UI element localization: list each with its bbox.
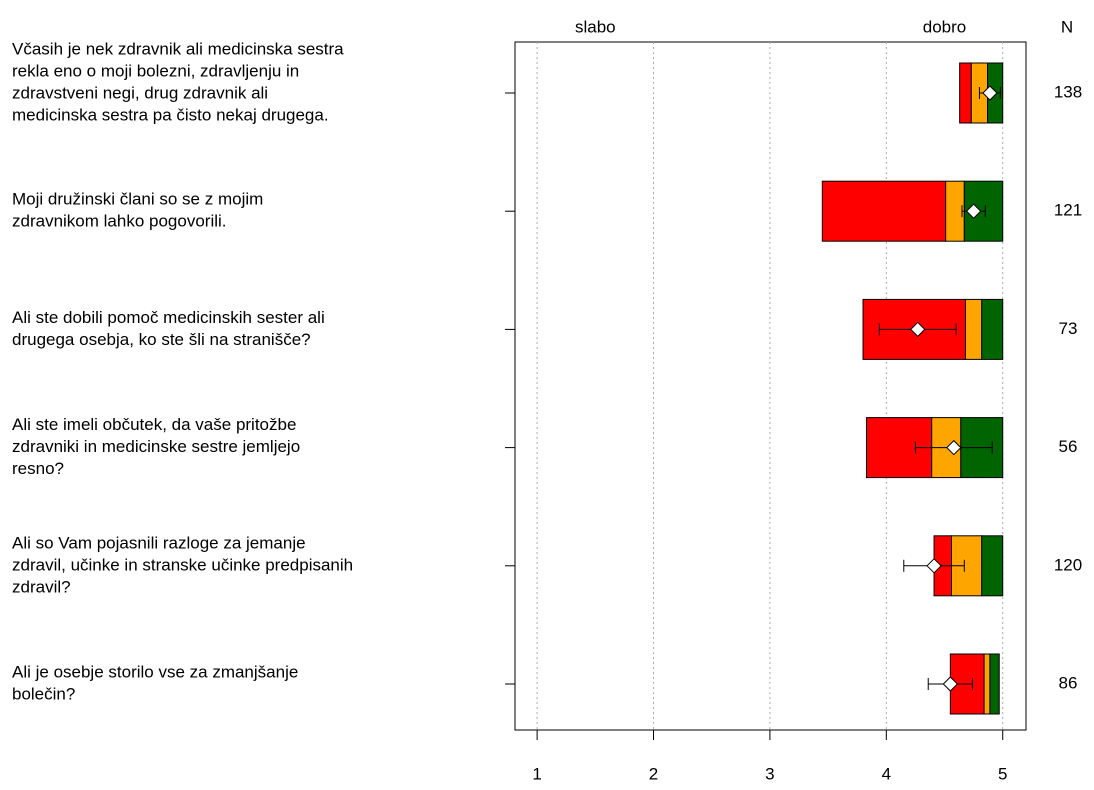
mean-marker [926, 558, 942, 574]
y-tick-label: zdravil, učinke in stranske učinke predp… [12, 555, 353, 574]
y-tick-label: zdravniki in medicinske sestre jemljejo [12, 437, 300, 456]
y-tick-label: Moji družinski člani so se z mojim [12, 190, 263, 209]
y-tick-label: zdravnikom lahko pogovorili. [12, 212, 227, 231]
x-tick-label: 2 [649, 764, 658, 783]
y-tick-label: medicinska sestra pa čisto nekaj drugega… [12, 105, 329, 124]
plot-frame [514, 41, 1027, 731]
y-tick-label: bolečin? [12, 684, 75, 703]
n-value: 120 [1054, 555, 1082, 574]
n-value: 73 [1059, 319, 1078, 338]
bar-segment [989, 653, 1000, 715]
y-tick-label: Ali ste dobili pomoč medicinskih sester … [12, 308, 325, 327]
y-tick-label: rekla eno o moji bolezni, zdravljenju in [12, 61, 299, 80]
annotation: dobro [923, 17, 966, 36]
annotation: slabo [575, 17, 616, 36]
n-value: 86 [1059, 673, 1078, 692]
y-tick-label: resno? [12, 459, 64, 478]
bar-segment [959, 62, 972, 124]
mean-marker [982, 85, 998, 101]
n-value: 121 [1054, 201, 1082, 220]
bar-segment [981, 298, 1004, 360]
n-value: 138 [1054, 82, 1082, 101]
y-tick-label: Ali je osebje storilo vse za zmanjšanje [12, 662, 298, 681]
x-tick-label: 4 [882, 764, 891, 783]
y-tick-label: drugega osebja, ko ste šli na stranišče? [12, 330, 311, 349]
n-header: N [1061, 17, 1073, 36]
y-tick-label: zdravil? [12, 577, 71, 596]
y-tick-label: Ali so Vam pojasnili razloge za jemanje [12, 533, 306, 552]
bar-segment [821, 180, 947, 242]
mean-marker [942, 676, 959, 692]
mean-marker [910, 321, 926, 338]
x-tick-label: 3 [765, 764, 774, 783]
n-value: 56 [1059, 437, 1078, 456]
mean-marker [946, 439, 962, 456]
bar-segment [981, 535, 1004, 597]
mean-marker [965, 203, 982, 219]
x-tick-label: 1 [532, 764, 541, 783]
y-tick-label: zdravstveni negi, drug zdravnik ali [12, 83, 268, 102]
x-tick-label: 5 [998, 764, 1007, 783]
bar-segment [964, 298, 983, 360]
y-tick-label: Včasih je nek zdravnik ali medicinska se… [12, 39, 344, 58]
y-tick-label: Ali ste imeli občutek, da vaše pritožbe [12, 415, 296, 434]
bar-segment [983, 653, 991, 715]
